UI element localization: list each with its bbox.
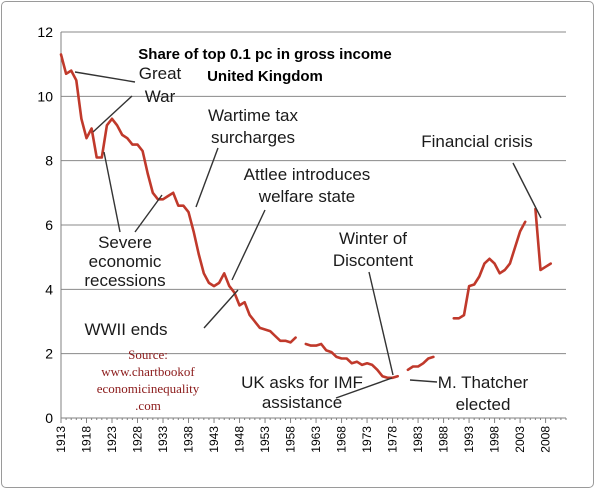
x-tick-label: 1928 <box>131 426 145 453</box>
y-tick-label: 4 <box>45 281 53 297</box>
y-tick-label: 8 <box>45 153 53 169</box>
annotation-attlee-line-1: Attlee introduces <box>244 165 371 184</box>
leader-great-war-b <box>92 95 133 133</box>
x-tick-label: 1968 <box>335 426 349 453</box>
chart-title-line-1: Share of top 0.1 pc in gross income <box>138 46 391 63</box>
annotation-wwii-ends: WWII ends <box>84 320 167 339</box>
x-tick-label: 1923 <box>105 426 119 453</box>
gridlines <box>61 31 566 355</box>
annotation-great-war-line-2: War <box>145 87 176 106</box>
x-tick-label: 2003 <box>513 426 527 453</box>
annotation-great-war-line-1: Great <box>139 64 182 83</box>
leader-attlee <box>231 209 266 281</box>
source-line-2: www.chartbookof <box>101 364 195 379</box>
data-lines <box>59 53 552 380</box>
annotation-imf-line-1: UK asks for IMF <box>241 373 363 392</box>
annotations: Great War Wartime tax surcharges Attlee … <box>84 64 532 414</box>
x-tick-label: 1913 <box>54 426 68 453</box>
series-line-segment-5 <box>534 207 552 272</box>
annotation-financial-crisis: Financial crisis <box>421 132 532 151</box>
source-line-4: .com <box>135 398 161 413</box>
x-tick-label: 1948 <box>233 426 247 453</box>
source-line-1: Source: <box>128 347 168 362</box>
annotation-winter-line-2: Discontent <box>333 251 414 270</box>
annotation-wartime-tax-line-1: Wartime tax <box>208 106 299 125</box>
annotation-thatcher-line-1: M. Thatcher <box>438 373 529 392</box>
annotation-recessions-line-3: recessions <box>84 271 165 290</box>
annotation-imf-line-2: assistance <box>262 393 342 412</box>
x-tick-label: 1993 <box>462 426 476 453</box>
x-tick-label: 1943 <box>207 426 221 453</box>
annotation-attlee-line-2: welfare state <box>258 187 355 206</box>
x-tick-label: 2008 <box>539 426 553 453</box>
x-tick-label: 1978 <box>386 426 400 453</box>
leader-thatcher <box>409 379 438 383</box>
y-tick-labels: 0 2 4 6 8 10 12 <box>37 24 53 426</box>
annotation-thatcher-line-2: elected <box>456 395 511 414</box>
x-tick-label: 1918 <box>80 426 94 453</box>
series-line-segment-2 <box>304 342 399 380</box>
x-tick-label: 1938 <box>182 426 196 453</box>
leader-recession-b <box>134 194 163 233</box>
annotation-recessions-line-2: economic <box>89 252 162 271</box>
x-tick-label: 1953 <box>258 426 272 453</box>
source-line-3: economicinequality <box>97 381 200 396</box>
leader-wartime-tax <box>195 147 219 208</box>
annotation-winter-line-1: Winter of <box>339 229 407 248</box>
series-line-segment-4 <box>452 220 527 320</box>
leader-wwii-ends <box>203 289 239 329</box>
y-tick-label: 6 <box>45 217 53 233</box>
chart-title-line-2: United Kingdom <box>207 68 323 85</box>
y-tick-label: 10 <box>37 88 53 104</box>
y-tick-label: 0 <box>45 410 53 426</box>
y-tick-label: 2 <box>45 346 53 362</box>
annotation-recessions-line-1: Severe <box>98 233 152 252</box>
x-tick-label: 1998 <box>488 426 502 453</box>
leader-imf <box>335 377 393 399</box>
x-tick-label: 1973 <box>360 426 374 453</box>
chart-title: Share of top 0.1 pc in gross income Unit… <box>138 46 391 85</box>
axes <box>60 32 567 423</box>
annotation-wartime-tax-line-2: surcharges <box>211 128 295 147</box>
leader-financial-crisis <box>512 162 542 219</box>
x-tick-label: 1958 <box>284 426 298 453</box>
x-tick-label: 1988 <box>437 426 451 453</box>
x-tick-label: 1933 <box>156 426 170 453</box>
x-tick-label: 1963 <box>309 426 323 453</box>
x-tick-label: 1983 <box>411 426 425 453</box>
source-note: Source: www.chartbookof economicinequali… <box>97 347 200 413</box>
series-line-segment-3 <box>406 355 435 372</box>
leader-winter-of-discontent <box>368 271 394 376</box>
annotation-leaders <box>74 71 542 399</box>
series-line-segment-1 <box>59 53 297 344</box>
y-tick-label: 12 <box>37 24 53 40</box>
x-tick-labels: 1913 1918 1923 1928 1933 1938 1943 1948 1953 1958… <box>54 426 553 453</box>
leader-great-war-a <box>74 71 136 83</box>
leader-recession-a <box>103 151 121 233</box>
